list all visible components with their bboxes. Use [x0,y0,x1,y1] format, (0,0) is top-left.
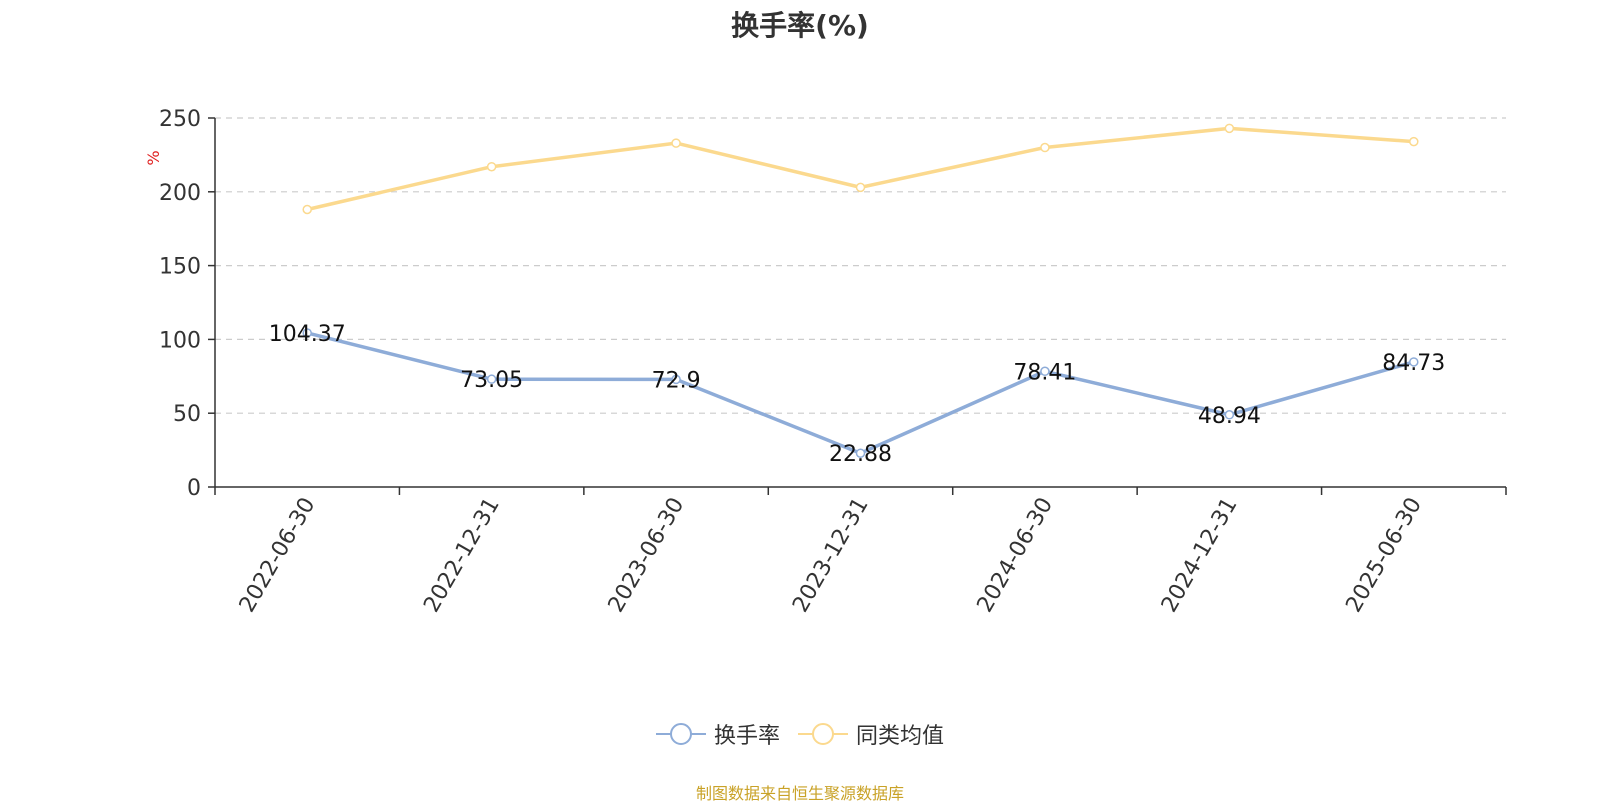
series-0-data-label-3: 22.88 [829,442,892,467]
series-0-data-label-5: 48.94 [1198,404,1261,429]
source-note: 制图数据来自恒生聚源数据库 [695,784,904,803]
legend: 换手率 同类均值 [0,718,1600,750]
series-0-point-1 [486,374,497,384]
legend-marker-peer-average-icon [798,723,848,745]
x-tick-label-1: 2022-12-31 [419,493,505,616]
series-0-point-2 [671,374,681,385]
legend-item-turnover[interactable]: 换手率 [655,718,780,750]
legend-marker-turnover-icon [655,723,706,745]
x-tick-label-5: 2024-12-31 [1157,494,1243,617]
chart-title: 换手率(%) [731,9,869,42]
legend-item-peer-average[interactable]: 同类均值 [798,718,944,750]
y-tick-label-5: 250 [159,107,201,132]
series-0-data-label-4: 78.41 [1013,360,1076,385]
series-0-point-5 [1224,410,1235,420]
series-1-point-1 [486,161,497,172]
series-0-point-3 [855,448,866,458]
legend-label-peer-average: 同类均值 [856,724,945,749]
series-0-data-label-2: 72.9 [652,368,701,393]
series-1-point-3 [855,182,866,193]
series-0-point-6 [1409,357,1419,367]
x-tick-label-4: 2024-06-30 [973,494,1059,617]
series-1-point-0 [302,204,312,215]
series-line-1 [306,126,1414,212]
legend-label-turnover: 换手率 [713,724,780,749]
axes: 0 50 100 150 200 250% 2022-06-30 2022-12-31 2023… [144,107,1507,617]
series-1-point-5 [1224,123,1235,134]
y-tick-label-3: 150 [159,255,201,280]
x-tick-label-0: 2022-06-30 [235,494,321,617]
x-tick-label-6: 2025-06-30 [1341,494,1427,617]
series-0-data-label-1: 73.05 [460,368,523,393]
series-0-data-label-6: 84.73 [1382,351,1445,376]
grid-lines [215,117,1506,414]
y-tick-label-0: 0 [187,476,201,501]
series-1-point-6 [1409,136,1419,147]
y-tick-label-1: 50 [173,402,201,427]
x-tick-label-3: 2023-12-31 [788,494,874,617]
series-1-point-4 [1040,142,1050,153]
series-0-point-0 [302,328,312,338]
y-axis-label: % [144,150,163,165]
x-tick-label-2: 2023-06-30 [604,494,690,617]
series-1-point-2 [671,138,681,148]
data-labels: 104.37 73.05 72.9 22.88 78.41 48.94 84.73 [269,322,1446,467]
y-tick-label-4: 200 [159,181,201,206]
series-0-data-label-0: 104.37 [269,322,346,347]
y-tick-label-2: 100 [159,328,201,353]
series-0-point-4 [1040,366,1050,377]
series-layer [302,123,1419,458]
